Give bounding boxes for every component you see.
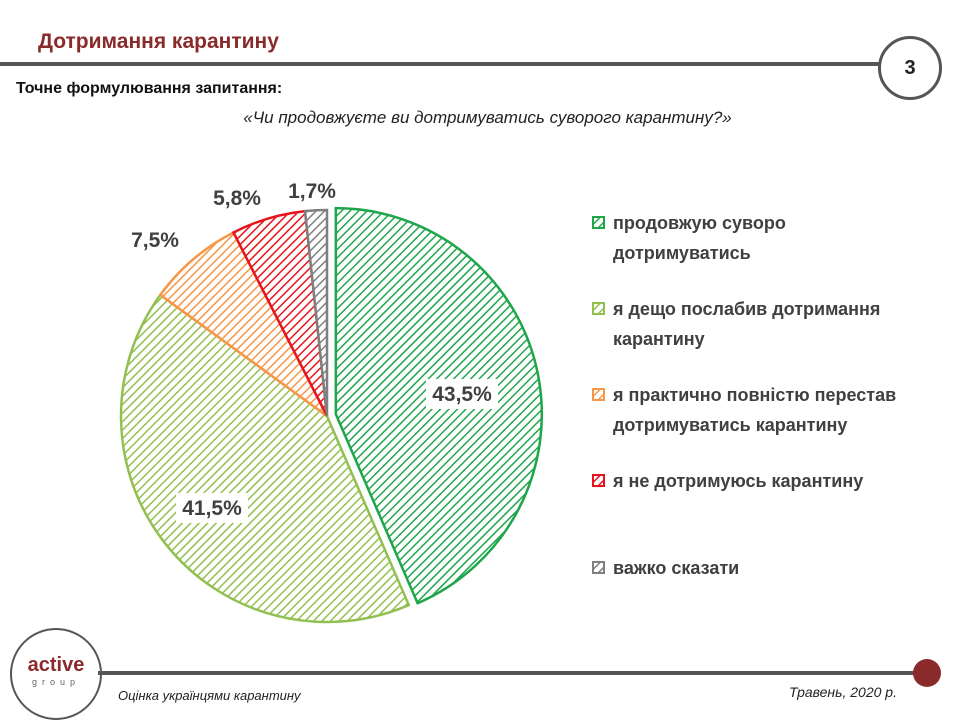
footer-divider xyxy=(98,671,924,675)
data-label: 41,5% xyxy=(182,497,242,520)
data-label-bg xyxy=(426,379,498,409)
legend-swatch xyxy=(592,561,605,574)
legend-label: продовжую суворо xyxy=(613,213,786,233)
data-label: 1,7% xyxy=(288,180,336,203)
data-label: 5,8% xyxy=(213,187,261,210)
logo-sub: group xyxy=(31,677,81,687)
question-label: Точне формулювання запитання: xyxy=(16,80,283,97)
page-number: 3 xyxy=(878,36,942,100)
footer-dot xyxy=(913,659,941,687)
legend-label: карантину xyxy=(613,329,705,349)
legend-item: продовжую суворо дотримуватись xyxy=(592,208,786,268)
legend-item: я дещо послабив дотримання карантину xyxy=(592,294,880,354)
logo-main: active xyxy=(27,654,85,676)
legend-label: я практично повністю перестав xyxy=(613,385,897,405)
legend-label: важко сказати xyxy=(613,558,740,578)
legend-item: я не дотримуюсь карантину xyxy=(592,466,863,496)
legend-swatch xyxy=(592,302,605,315)
data-label: 43,5% xyxy=(432,383,492,406)
legend-label: дотримуватись xyxy=(613,243,751,263)
footer-left: Оцінка українцями карантину xyxy=(118,688,301,703)
footer-date: Травень, 2020 р. xyxy=(788,684,897,700)
pie-slice xyxy=(303,208,329,417)
legend-swatch xyxy=(592,388,605,401)
pie-slice xyxy=(119,293,411,624)
question-text: «Чи продовжуєте ви дотримуватись суворог… xyxy=(243,108,732,127)
legend-item: важко сказати xyxy=(592,553,739,583)
data-label-bg xyxy=(176,493,248,523)
legend-swatch xyxy=(592,216,605,229)
legend-label: я дещо послабив дотримання xyxy=(613,299,881,319)
pie-slice xyxy=(158,230,329,418)
data-label: 7,5% xyxy=(131,229,179,252)
slide-title: Дотримання карантину xyxy=(38,30,279,53)
legend-label: я не дотримуюсь карантину xyxy=(613,471,864,491)
header-divider xyxy=(0,62,885,66)
active-group-logo: active group xyxy=(10,628,102,720)
legend-item: я практично повністю перестав дотримувати… xyxy=(592,380,896,440)
legend-label: дотримуватись карантину xyxy=(613,415,848,435)
legend-swatch xyxy=(592,474,605,487)
